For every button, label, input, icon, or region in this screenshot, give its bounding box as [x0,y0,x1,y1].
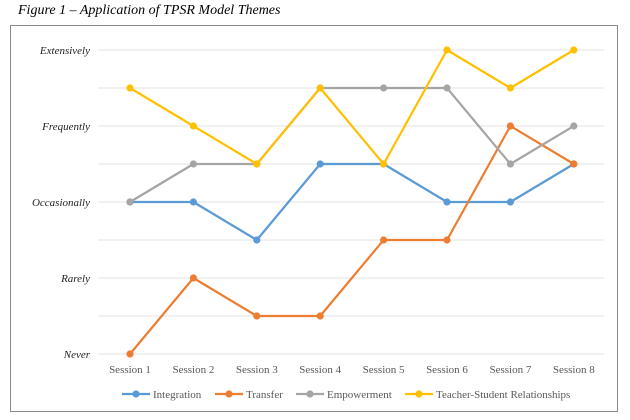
data-point [506,122,514,130]
x-tick-label: Session 4 [299,364,341,376]
data-point [316,84,324,92]
data-point [253,312,261,320]
data-point [443,84,451,92]
x-tick-label: Session 5 [363,364,405,376]
legend-label: Empowerment [327,389,392,401]
data-point [316,160,324,168]
y-tick-label: Extensively [39,45,90,57]
data-point [126,198,134,206]
data-point [506,84,514,92]
data-point [316,312,324,320]
data-point [126,84,134,92]
data-point [443,236,451,244]
legend-label: Transfer [246,389,283,401]
y-tick-label: Rarely [60,273,90,285]
figure-title: Figure 1 – Application of TPSR Model The… [18,3,281,18]
legend-label: Teacher-Student Relationships [436,389,570,401]
data-point [189,160,197,168]
data-point [380,236,388,244]
x-tick-label: Session 8 [553,364,595,376]
data-point [253,236,261,244]
series-line-integration [130,162,575,242]
data-point [506,160,514,168]
data-point [443,46,451,54]
data-point [570,122,578,130]
series-line-teacher-student-relationships [129,48,575,166]
data-point [189,274,197,282]
y-tick-label: Never [63,349,91,361]
chart-frame [10,25,618,412]
x-tick-label: Session 7 [489,364,531,376]
legend-marker [415,390,423,398]
data-point [189,198,197,206]
data-point [189,122,197,130]
y-tick-label: Occasionally [32,197,90,209]
legend-marker [306,390,314,398]
data-point [570,46,578,54]
data-point [443,198,451,206]
x-tick-label: Session 3 [236,364,278,376]
data-point [380,160,388,168]
legend-label: Integration [153,389,202,401]
x-tick-label: Session 6 [426,364,468,376]
data-point [570,160,578,168]
data-point [506,198,514,206]
data-point [253,160,261,168]
legend-marker [225,390,233,398]
x-tick-label: Session 2 [172,364,214,376]
data-point [380,84,388,92]
y-tick-label: Frequently [41,121,90,133]
series-line-transfer [129,124,575,355]
series-line-empowerment [129,86,575,203]
data-point [126,350,134,358]
legend-marker [132,390,140,398]
x-tick-label: Session 1 [109,364,151,376]
